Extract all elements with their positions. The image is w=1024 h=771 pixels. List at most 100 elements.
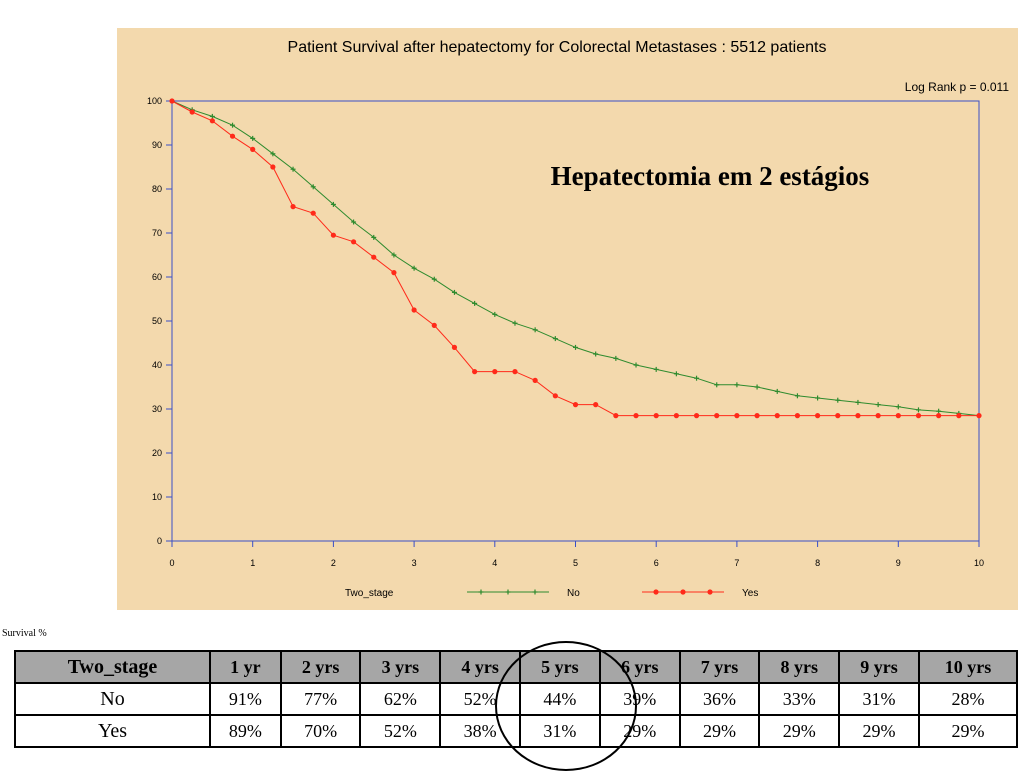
data-point xyxy=(492,311,498,317)
y-tick-label: 40 xyxy=(152,360,162,370)
table-row: No 91% 77% 62% 52% 44% 39% 36% 33% 31% 2… xyxy=(14,682,1019,716)
data-point xyxy=(875,413,881,419)
data-point xyxy=(371,254,377,260)
table-cell: Yes xyxy=(14,714,211,748)
header-1yr: 1 yr xyxy=(209,650,282,684)
data-point xyxy=(653,366,659,372)
data-point xyxy=(855,413,861,419)
data-point xyxy=(391,270,397,276)
legend-label: No xyxy=(567,588,580,599)
data-point xyxy=(936,413,942,419)
table-cell: 39% xyxy=(598,682,681,716)
data-point xyxy=(411,265,417,271)
data-point xyxy=(552,393,558,399)
data-point xyxy=(754,384,760,390)
data-point xyxy=(815,395,821,401)
data-point xyxy=(875,402,881,408)
overlay-heading: Hepatectomia em 2 estágios xyxy=(551,161,870,191)
data-point xyxy=(532,589,538,595)
data-point xyxy=(593,402,599,408)
data-point xyxy=(936,408,942,414)
table-cell: 36% xyxy=(678,682,761,716)
data-point xyxy=(734,382,740,388)
header-two-stage: Two_stage xyxy=(14,650,211,684)
series-line-no xyxy=(171,100,980,417)
data-point xyxy=(653,589,659,595)
data-point xyxy=(693,413,700,419)
data-point xyxy=(633,362,639,368)
x-tick-label: 9 xyxy=(896,558,901,568)
header-6yrs: 6 yrs xyxy=(598,650,681,684)
y-tick-label: 30 xyxy=(152,404,162,414)
data-point xyxy=(209,113,215,119)
data-point xyxy=(451,289,457,295)
data-point xyxy=(472,369,478,375)
data-point xyxy=(673,413,679,419)
data-point xyxy=(431,276,437,282)
y-tick-label: 100 xyxy=(147,96,162,106)
data-point xyxy=(714,413,720,419)
table-cell: No xyxy=(14,682,211,716)
data-point xyxy=(835,397,841,403)
data-point xyxy=(310,210,316,216)
survival-chart: Patient Survival after hepatectomy for C… xyxy=(147,39,1010,599)
data-point xyxy=(330,201,336,207)
x-tick-label: 6 xyxy=(654,558,659,568)
data-point xyxy=(754,413,760,419)
data-point xyxy=(572,402,579,408)
chart-panel: Patient Survival after hepatectomy for C… xyxy=(117,28,1018,610)
data-point xyxy=(250,135,256,141)
table-caption: Survival % xyxy=(2,628,47,639)
data-point xyxy=(169,98,175,104)
table-cell: 70% xyxy=(279,714,362,748)
data-point xyxy=(532,377,538,383)
data-point xyxy=(391,252,397,258)
data-point xyxy=(915,407,921,413)
data-point xyxy=(707,589,713,595)
data-point xyxy=(895,404,901,410)
data-point xyxy=(794,393,800,399)
header-7yrs: 7 yrs xyxy=(678,650,761,684)
data-point xyxy=(229,133,236,139)
data-point xyxy=(613,413,619,419)
series-line-yes xyxy=(171,100,979,417)
data-point xyxy=(270,164,276,170)
legend-label: Yes xyxy=(742,588,758,599)
table-cell: 38% xyxy=(439,714,522,748)
table-cell: 89% xyxy=(209,714,282,748)
data-point xyxy=(573,344,578,350)
data-point xyxy=(774,413,780,419)
x-tick-label: 2 xyxy=(331,558,336,568)
y-tick-label: 50 xyxy=(152,316,162,326)
header-10yrs: 10 yrs xyxy=(917,650,1019,684)
log-rank-annotation: Log Rank p = 0.011 xyxy=(905,80,1010,94)
table-cell: 29% xyxy=(838,714,920,748)
header-8yrs: 8 yrs xyxy=(758,650,841,684)
data-point xyxy=(512,369,518,375)
data-point xyxy=(532,327,538,333)
table-cell: 29% xyxy=(917,714,1019,748)
data-point xyxy=(774,388,780,394)
data-point xyxy=(492,369,498,375)
x-tick-label: 5 xyxy=(573,558,578,568)
table-cell: 52% xyxy=(359,714,442,748)
table-cell: 28% xyxy=(917,682,1019,716)
y-tick-label: 90 xyxy=(152,140,162,150)
data-point xyxy=(734,413,740,419)
legend-title: Two_stage xyxy=(345,588,394,599)
survival-table: Two_stage 1 yr 2 yrs 3 yrs 4 yrs 5 yrs 6… xyxy=(14,650,1019,748)
data-point xyxy=(451,344,458,350)
table-cell: 29% xyxy=(598,714,681,748)
data-point xyxy=(694,375,700,381)
table-cell: 91% xyxy=(209,682,282,716)
y-tick-label: 70 xyxy=(152,228,162,238)
data-point xyxy=(895,413,901,419)
header-9yrs: 9 yrs xyxy=(838,650,920,684)
header-4yrs: 4 yrs xyxy=(439,650,522,684)
x-tick-label: 0 xyxy=(169,558,174,568)
data-point xyxy=(613,355,619,361)
data-point xyxy=(714,382,720,388)
data-point xyxy=(633,413,639,419)
data-point xyxy=(653,413,659,419)
data-point xyxy=(512,320,518,326)
